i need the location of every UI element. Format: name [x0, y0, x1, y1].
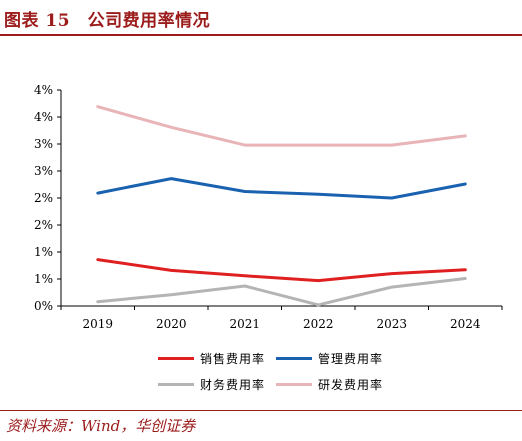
title-divider [0, 34, 522, 36]
series-line-1 [96, 177, 467, 200]
source-note: 资料来源：Wind，华创证券 [6, 417, 196, 435]
legend-swatch-finance [158, 382, 194, 386]
figure-header: 图表 15 公司费用率情况 [0, 0, 522, 34]
legend-label-admin: 管理费用率 [318, 351, 384, 366]
y-tick-label: 4% [34, 83, 53, 97]
y-tick-label: 0% [34, 299, 53, 313]
legend-swatch-admin [276, 356, 312, 360]
legend-item-selling: 销售费用率 [158, 350, 265, 366]
series-line-3 [96, 105, 467, 147]
legend-label-finance: 财务费用率 [200, 377, 266, 392]
series-line-2 [96, 277, 467, 307]
source-divider [0, 410, 522, 411]
x-tick-label: 2023 [376, 317, 407, 331]
y-tick-label: 4% [34, 110, 53, 124]
legend-label-rnd: 研发费用率 [318, 377, 384, 392]
y-tick-label: 1% [34, 245, 53, 259]
x-tick-label: 2020 [156, 317, 187, 331]
line-chart: 0% 1% 1% 2% 2% 3% 3% 4% 4% 2019 2020 2021 2022 2023 20… [34, 83, 503, 331]
legend-swatch-rnd [276, 382, 312, 386]
y-tick-label: 3% [34, 137, 53, 151]
figure-title: 图表 15 公司费用率情况 [4, 11, 211, 31]
x-tick-label: 2021 [229, 317, 260, 331]
legend-label-selling: 销售费用率 [200, 351, 266, 366]
y-tick-label: 3% [34, 164, 53, 178]
legend-item-rnd: 研发费用率 [276, 376, 383, 392]
y-tick-label: 2% [34, 218, 53, 232]
legend-swatch-selling [158, 356, 194, 360]
x-tick-label: 2022 [303, 317, 334, 331]
legend-item-finance: 财务费用率 [158, 376, 265, 392]
y-tick-label: 2% [34, 191, 53, 205]
x-tick-label: 2024 [450, 317, 481, 331]
y-tick-label: 1% [34, 272, 53, 286]
series-line-0 [96, 258, 467, 283]
x-tick-label: 2019 [82, 317, 113, 331]
legend-item-admin: 管理费用率 [276, 350, 383, 366]
